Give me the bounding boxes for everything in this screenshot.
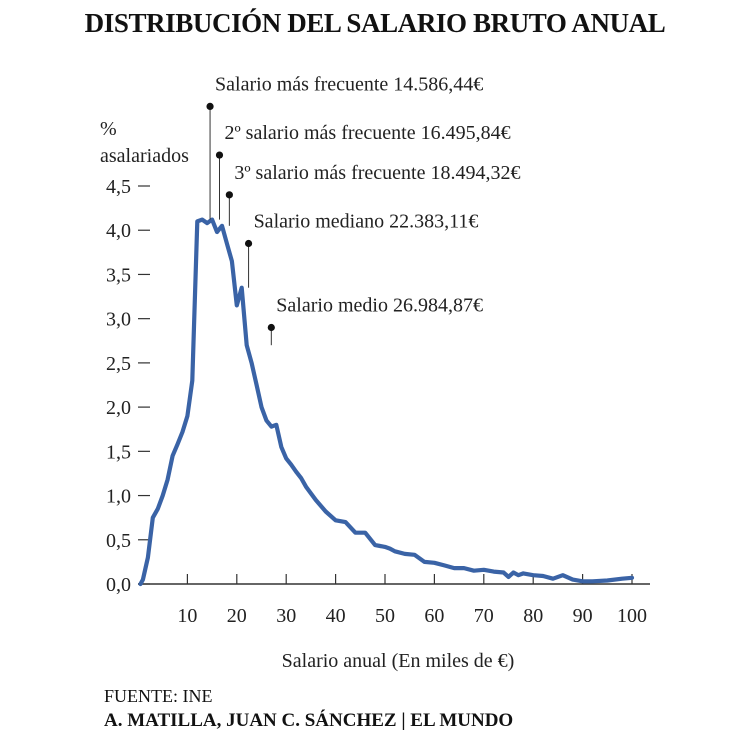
annotation-dot: [225, 191, 233, 199]
x-axis-label: Salario anual (En miles de €): [282, 650, 515, 672]
annotation-dot: [244, 239, 253, 248]
x-tick-label: 10: [177, 605, 197, 627]
annotation-label: Salario medio 26.984,87€: [276, 295, 483, 317]
y-tick-label: 0,0: [106, 574, 131, 596]
y-tick-label: 4,5: [106, 176, 131, 198]
y-tick-label: 2,0: [106, 397, 131, 419]
y-tick-label: 0,5: [106, 530, 131, 552]
y-axis-label-line2: asalariados: [100, 145, 189, 167]
y-tick-label: 3,0: [106, 309, 131, 331]
x-tick-label: 100: [617, 605, 647, 627]
y-axis-label-line1: %: [100, 118, 117, 140]
annotation-label: Salario más frecuente 14.586,44€: [215, 73, 483, 95]
y-tick-label: 1,5: [106, 441, 131, 463]
annotation-dot: [206, 102, 214, 110]
y-tick-label: 4,0: [106, 220, 131, 242]
x-tick-label: 70: [474, 605, 494, 627]
source-label: FUENTE: INE: [104, 686, 213, 706]
annotation-dot: [215, 151, 224, 159]
annotation-label: 2º salario más frecuente 16.495,84€: [224, 122, 510, 144]
y-tick-label: 3,5: [106, 264, 131, 286]
x-tick-label: 30: [276, 605, 296, 627]
annotation-dot: [267, 323, 275, 332]
x-tick-label: 60: [424, 605, 444, 627]
y-tick-label: 1,0: [106, 486, 131, 508]
x-tick-label: 50: [375, 605, 395, 627]
chart-title: DISTRIBUCIÓN DEL SALARIO BRUTO ANUAL: [84, 8, 666, 38]
x-tick-label: 90: [573, 605, 593, 627]
x-tick-label: 20: [227, 605, 247, 627]
x-tick-label: 40: [326, 605, 346, 627]
credit-label: A. MATILLA, JUAN C. SÁNCHEZ | EL MUNDO: [104, 710, 514, 731]
distribution-line: [138, 217, 635, 587]
annotation-label: Salario mediano 22.383,11€: [254, 210, 479, 232]
y-tick-label: 2,5: [106, 353, 131, 375]
annotation-label: 3º salario más frecuente 18.494,32€: [234, 162, 520, 184]
x-tick-label: 80: [523, 605, 543, 627]
